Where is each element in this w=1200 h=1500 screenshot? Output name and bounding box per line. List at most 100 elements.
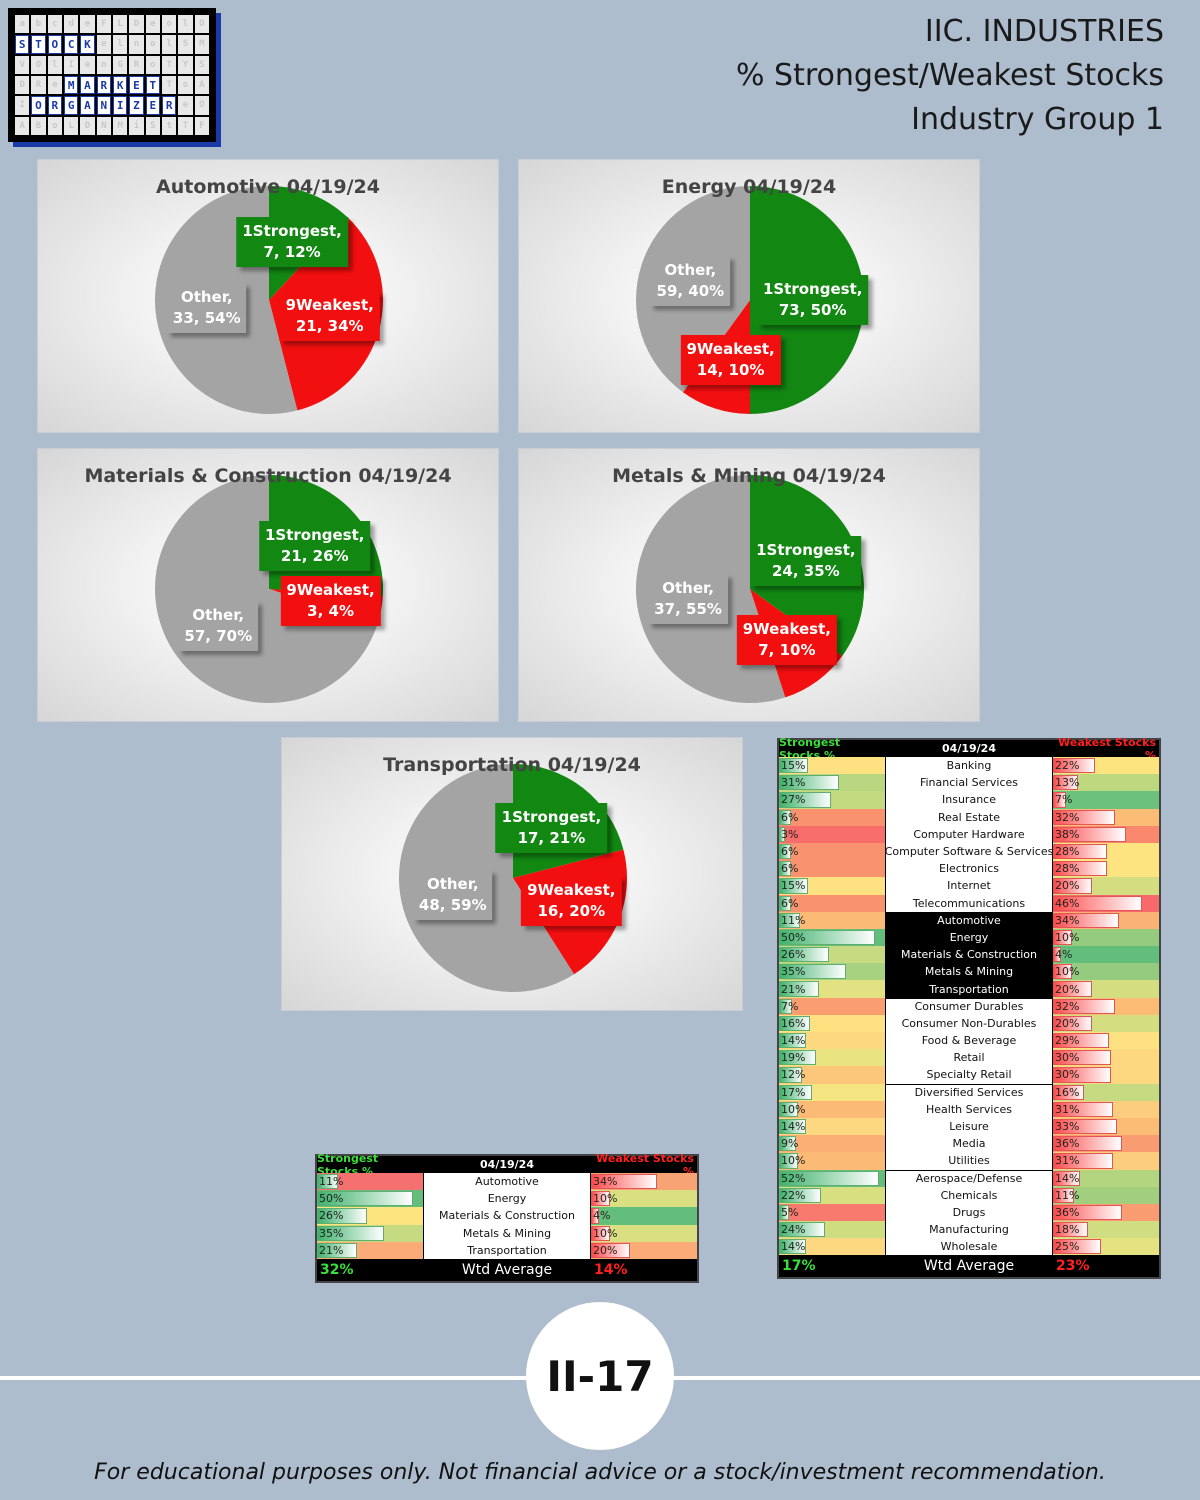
weakest-pct-cell: 10% — [1053, 928, 1159, 947]
weakest-data-bar — [591, 1191, 611, 1207]
table-row: 10% Utilities 31% — [779, 1152, 1159, 1170]
logo-letter: L — [63, 116, 79, 135]
logo-letter: l — [178, 15, 193, 34]
logo-letter: O — [31, 96, 46, 115]
logo-letter: T — [161, 76, 177, 95]
industry-name: Aerospace/Defense — [885, 1169, 1053, 1187]
logo-letter: A — [80, 96, 95, 115]
strongest-pct-cell: 50% — [317, 1190, 423, 1208]
weakest-pct-cell: 13% — [1053, 774, 1159, 792]
strongest-pct-cell: 5% — [779, 1203, 885, 1222]
logo-letter: F — [96, 15, 111, 34]
strongest-data-bar — [779, 1222, 826, 1238]
table-header: Strongest Stocks % 04/19/24 Weakest Stocks… — [317, 1152, 697, 1178]
pie-chart-energy — [636, 186, 864, 414]
strongest-data-bar — [317, 1174, 339, 1190]
industry-name: Metals & Mining — [885, 963, 1053, 981]
pie-title: Energy 04/19/24 — [661, 176, 837, 198]
logo-letter: e — [145, 15, 160, 34]
industry-name: Telecommunications — [885, 894, 1053, 912]
table-row: 31% Financial Services 13% — [779, 774, 1159, 792]
strongest-pct-cell: 11% — [317, 1173, 423, 1191]
weakest-pct-cell: 32% — [1053, 808, 1159, 826]
pie-data-label: Other, 37, 55% — [648, 573, 728, 624]
logo-letter: a — [15, 15, 30, 34]
weakest-data-bar — [1053, 1015, 1092, 1031]
strongest-data-bar — [779, 964, 847, 980]
industry-name: Real Estate — [885, 808, 1053, 826]
table-row: 11% Automotive 34% — [779, 911, 1159, 929]
pie-data-label: 9Weakest, 16, 20% — [521, 876, 622, 927]
industry-name: Leisure — [885, 1117, 1053, 1136]
weakest-pct-cell: 34% — [1053, 911, 1159, 929]
table-row: 6% Telecommunications 46% — [779, 894, 1159, 912]
pie-data-label: 1Strongest, 73, 50% — [756, 275, 869, 325]
weakest-pct-cell: 38% — [1053, 825, 1159, 843]
strongest-pct-cell: 14% — [779, 1117, 885, 1136]
weakest-pct-cell: 11% — [1053, 1186, 1159, 1204]
weakest-pct-cell: 4% — [1053, 946, 1159, 964]
industry-name: Insurance — [885, 791, 1053, 809]
weakest-data-bar — [1053, 826, 1127, 842]
strongest-data-bar — [779, 1187, 822, 1203]
logo-letter: t — [161, 116, 177, 135]
weakest-data-bar — [1053, 1222, 1088, 1238]
industry-name: Materials & Construction — [885, 946, 1053, 964]
table-row: 6% Real Estate 32% — [779, 808, 1159, 826]
weakest-pct-cell: 28% — [1053, 860, 1159, 878]
logo-letter: l — [47, 55, 62, 74]
logo-letter: e — [96, 35, 111, 54]
header-group: Industry Group 1 — [911, 102, 1164, 137]
industry-name: Financial Services — [885, 774, 1053, 792]
strongest-data-bar — [779, 1101, 799, 1117]
strongest-pct-cell: 22% — [779, 1186, 885, 1204]
logo-letter: R — [161, 96, 177, 115]
pie-card-energy: Energy 04/19/24 1Strongest, 73, 50% 9Weake… — [518, 159, 980, 433]
industry-name: Transportation — [423, 1241, 591, 1259]
weakest-data-bar — [1053, 792, 1067, 808]
logo-letter: O — [47, 35, 62, 54]
logo-letter: R — [31, 76, 46, 95]
weakest-pct-cell: 4% — [591, 1207, 697, 1225]
strongest-data-bar — [317, 1191, 414, 1207]
strongest-data-bar — [779, 1015, 810, 1031]
logo-letter: A — [194, 76, 209, 95]
pie-data-label: Other, 33, 54% — [166, 282, 247, 333]
pie-chart-transportation — [399, 764, 627, 992]
weakest-pct-cell: 31% — [1053, 1152, 1159, 1170]
weakest-pct-cell: 31% — [1053, 1100, 1159, 1118]
industry-name: Drugs — [885, 1203, 1053, 1222]
weakest-data-bar — [1053, 843, 1107, 860]
column-header: 04/19/24 — [942, 742, 996, 755]
industry-name: Manufacturing — [885, 1221, 1053, 1239]
weakest-data-bar — [591, 1225, 611, 1241]
industry-name: Consumer Durables — [885, 997, 1053, 1015]
strongest-data-bar — [779, 1136, 797, 1152]
weakest-data-bar — [1053, 1050, 1111, 1066]
logo-letter: E — [129, 76, 144, 95]
pie-chart-materials-construction — [155, 475, 383, 703]
table-row: 19% Retail 30% — [779, 1049, 1159, 1067]
weakest-data-bar — [1053, 775, 1079, 791]
strongest-data-bar — [779, 826, 785, 842]
strongest-pct-cell: 27% — [779, 791, 885, 809]
strongest-pct-cell: 19% — [779, 1049, 885, 1067]
strongest-pct-cell: 10% — [779, 1100, 885, 1118]
strongest-data-bar — [779, 1204, 789, 1221]
industry-name: Retail — [885, 1049, 1053, 1067]
weakest-pct-cell: 33% — [1053, 1117, 1159, 1136]
strongest-data-bar — [779, 1084, 812, 1100]
table-row: 52% Aerospace/Defense 14% — [779, 1169, 1159, 1187]
logo-letter: A — [15, 116, 30, 135]
logo-letter: O — [194, 15, 209, 34]
weakest-data-bar — [1053, 1204, 1123, 1221]
logo-letter: S — [15, 35, 30, 54]
industry-name: Chemicals — [885, 1186, 1053, 1204]
industry-name: Electronics — [885, 860, 1053, 878]
weakest-pct-cell: 46% — [1053, 894, 1159, 912]
strongest-pct-cell: 6% — [779, 894, 885, 912]
weakest-data-bar — [1053, 1033, 1109, 1049]
table-row: 5% Drugs 36% — [779, 1203, 1159, 1222]
industry-name: Diversified Services — [885, 1083, 1053, 1101]
pie-title: Transportation 04/19/24 — [383, 754, 641, 776]
